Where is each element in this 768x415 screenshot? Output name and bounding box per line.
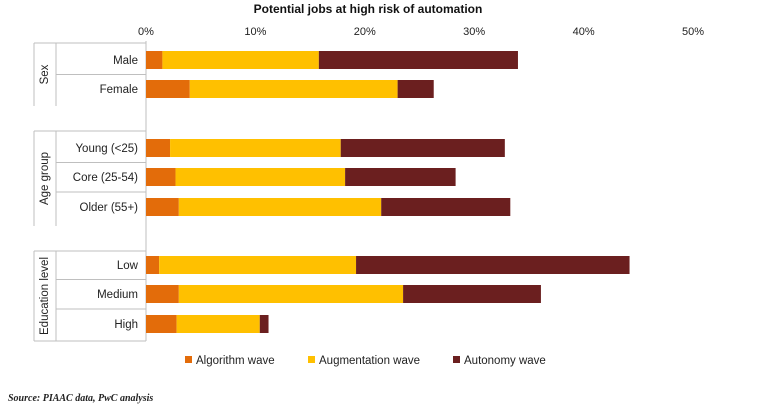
bar-segment (159, 256, 357, 274)
legend-label: Autonomy wave (464, 355, 546, 367)
bar-segment (146, 80, 190, 98)
category-label: Core (25-54) (73, 172, 138, 184)
category-label: Low (117, 260, 139, 272)
group-label: Sex (39, 64, 51, 84)
x-tick-label: 10% (244, 26, 266, 38)
category-label: Older (55+) (80, 202, 139, 214)
bar-segment (162, 51, 319, 69)
legend-label: Augmentation wave (319, 355, 420, 367)
category-labels: Male Female Young (<25) Core (25-54) Older (… (73, 55, 139, 331)
category-label: Male (113, 55, 138, 67)
plot-frame (33, 41, 147, 342)
category-label: Medium (97, 289, 138, 301)
bar-segment (318, 51, 518, 69)
source-note: Source: PIAAC data, PwC analysis (8, 393, 154, 404)
x-axis: 0% 10% 20% 30% 40% 50% (138, 26, 704, 38)
group-labels: Sex Age group Education level (39, 64, 51, 335)
legend-label: Algorithm wave (196, 355, 275, 367)
group-label: Education level (39, 257, 51, 335)
x-tick-label: 20% (354, 26, 376, 38)
category-label: Female (100, 84, 138, 96)
bar-segment (146, 315, 177, 333)
bar-segment (176, 315, 260, 333)
bar-segment (345, 168, 456, 186)
bar-segment (146, 256, 160, 274)
group-label: Age group (39, 152, 51, 205)
x-tick-label: 50% (682, 26, 704, 38)
bar-segment (356, 256, 630, 274)
bar-segment (146, 51, 163, 69)
bar-segment (146, 168, 176, 186)
legend: Algorithm wave Augmentation wave Autonomy … (185, 355, 546, 367)
bar-segment (403, 285, 541, 303)
bar-segment (178, 285, 404, 303)
category-label: Young (<25) (75, 143, 138, 155)
bar-segment (340, 139, 505, 157)
legend-swatch (453, 356, 460, 363)
chart-title: Potential jobs at high risk of automatio… (254, 2, 483, 16)
bar-segment (397, 80, 434, 98)
bar-segment (259, 315, 269, 333)
bar-segment (170, 139, 341, 157)
category-label: High (114, 319, 138, 331)
bars (146, 51, 630, 333)
bar-segment (146, 198, 179, 216)
legend-swatch (308, 356, 315, 363)
bar-segment (381, 198, 511, 216)
legend-swatch (185, 356, 192, 363)
x-tick-label: 0% (138, 26, 154, 38)
bar-segment (178, 198, 382, 216)
bar-segment (146, 139, 171, 157)
bar-segment (189, 80, 398, 98)
x-tick-label: 40% (573, 26, 595, 38)
x-tick-label: 30% (463, 26, 485, 38)
bar-segment (146, 285, 179, 303)
bar-segment (175, 168, 346, 186)
